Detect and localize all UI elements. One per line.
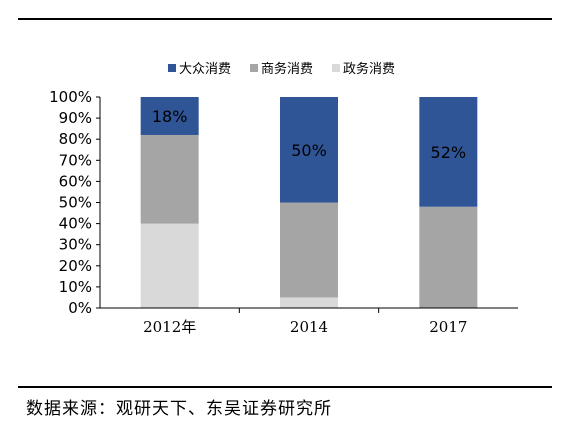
category-label: 2014 [290, 318, 328, 336]
y-tick-label: 20% [59, 257, 92, 275]
y-tick-label: 30% [59, 236, 92, 254]
data-label: 18% [152, 107, 188, 126]
category-label: 2012年 [143, 318, 196, 336]
data-label: 52% [431, 143, 467, 162]
legend-swatch [168, 64, 176, 72]
legend-swatch [332, 64, 340, 72]
bar-segment [140, 97, 199, 135]
legend-label: 大众消费 [179, 62, 231, 77]
y-tick-label: 80% [59, 130, 92, 148]
bar-segment [140, 134, 199, 224]
y-tick-label: 0% [68, 299, 92, 317]
bar-segment [140, 223, 199, 308]
bar-segment [280, 97, 338, 203]
legend-label: 商务消费 [261, 61, 313, 77]
y-tick-label: 90% [59, 109, 92, 127]
data-label: 50% [291, 141, 327, 160]
bar-segment [280, 202, 338, 298]
source-note: 数据来源：观研天下、东吴证券研究所 [26, 399, 332, 419]
y-tick-label: 10% [59, 278, 92, 296]
top-rule [18, 18, 552, 20]
bar-segment [419, 206, 478, 308]
y-tick-label: 50% [59, 194, 92, 212]
bottom-rule [18, 386, 552, 388]
y-tick-label: 70% [59, 151, 92, 169]
y-tick-label: 60% [59, 172, 92, 190]
y-tick-label: 40% [59, 215, 92, 233]
legend-swatch [250, 64, 258, 72]
legend-label: 政务消费 [343, 61, 395, 77]
bar-segment [280, 297, 338, 308]
y-tick-label: 100% [49, 88, 92, 106]
bar-segment [419, 97, 478, 207]
stacked-bar-chart: 大众消费 商务消费 政务消费 18% 2012年 50% 2014 52% 2017 0% 10% 2… [49, 61, 518, 336]
category-label: 2017 [429, 318, 467, 336]
